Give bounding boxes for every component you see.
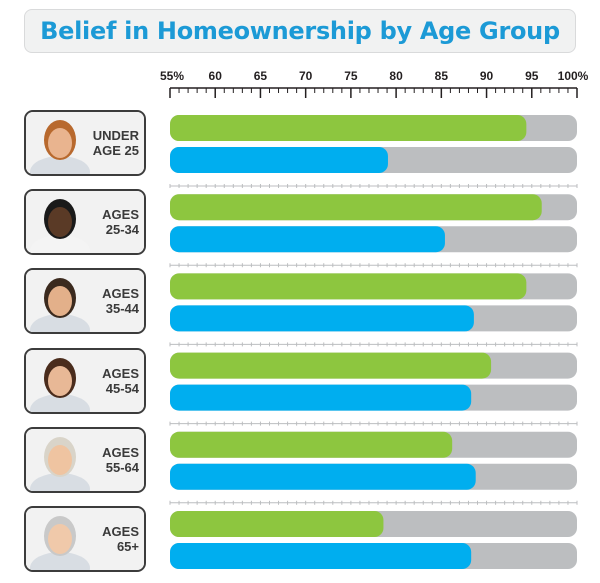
person-photo (26, 349, 144, 412)
x-tick-label: 80 (389, 69, 403, 83)
person-photo (26, 270, 144, 333)
x-tick-label: 70 (299, 69, 313, 83)
age-group-label: AGES 55-64 (102, 429, 139, 491)
age-group-photo-panel: UNDER AGE 25 (24, 110, 146, 176)
age-group-label-line: UNDER (92, 128, 139, 143)
x-tick-label: 60 (209, 69, 223, 83)
bar (170, 352, 492, 379)
bar (170, 431, 453, 458)
age-group-label-line: AGES (102, 207, 139, 223)
bar (170, 543, 472, 569)
age-group-label: AGES 35-44 (102, 270, 139, 332)
age-group-label-line: AGES (102, 365, 139, 381)
bar (170, 194, 542, 221)
person-photo (26, 508, 144, 570)
age-group-label-line: 55-64 (105, 459, 139, 475)
bar (170, 463, 476, 490)
age-group-label: AGES 65+ (102, 508, 139, 570)
bar (170, 511, 384, 537)
age-group-photo-panel: AGES 65+ (24, 506, 146, 572)
age-group-label: UNDER AGE 25 (93, 112, 139, 174)
age-group-photo-panel: AGES 45-54 (24, 347, 146, 414)
title-box: Belief in Homeownership by Age Group (24, 9, 576, 53)
age-group-label-line: 45-54 (105, 380, 139, 396)
x-tick-label: 100% (558, 69, 589, 83)
age-group-label-line: AGE 25 (92, 143, 139, 158)
person-photo (26, 191, 144, 254)
age-group-label: AGES 25-34 (102, 191, 139, 253)
bar (170, 273, 527, 300)
bar (170, 226, 445, 253)
age-group-photo-panel: AGES 35-44 (24, 268, 146, 335)
bar (170, 147, 388, 173)
bar (170, 305, 474, 332)
age-group-photo-panel: AGES 25-34 (24, 189, 146, 256)
bar (170, 115, 527, 141)
chart-title: Belief in Homeownership by Age Group (40, 17, 560, 45)
x-tick-label: 85 (435, 69, 449, 83)
age-group-label-line: AGES (102, 524, 139, 539)
age-group-photo-panel: AGES 55-64 (24, 426, 146, 493)
x-tick-label: 90 (480, 69, 494, 83)
age-group-label-line: AGES (102, 286, 139, 302)
age-group-label-line: 25-34 (105, 222, 139, 238)
person-photo (26, 428, 144, 491)
x-tick-label: 75 (344, 69, 358, 83)
bar (170, 384, 472, 411)
x-tick-label: 55% (160, 69, 184, 83)
x-tick-label: 65 (254, 69, 268, 83)
age-group-label-line: 65+ (116, 539, 139, 554)
age-group-label-line: AGES (102, 444, 139, 460)
x-tick-label: 95 (525, 69, 539, 83)
age-group-label: AGES 45-54 (102, 350, 139, 412)
person-photo (26, 112, 144, 174)
age-group-label-line: 35-44 (105, 301, 139, 317)
